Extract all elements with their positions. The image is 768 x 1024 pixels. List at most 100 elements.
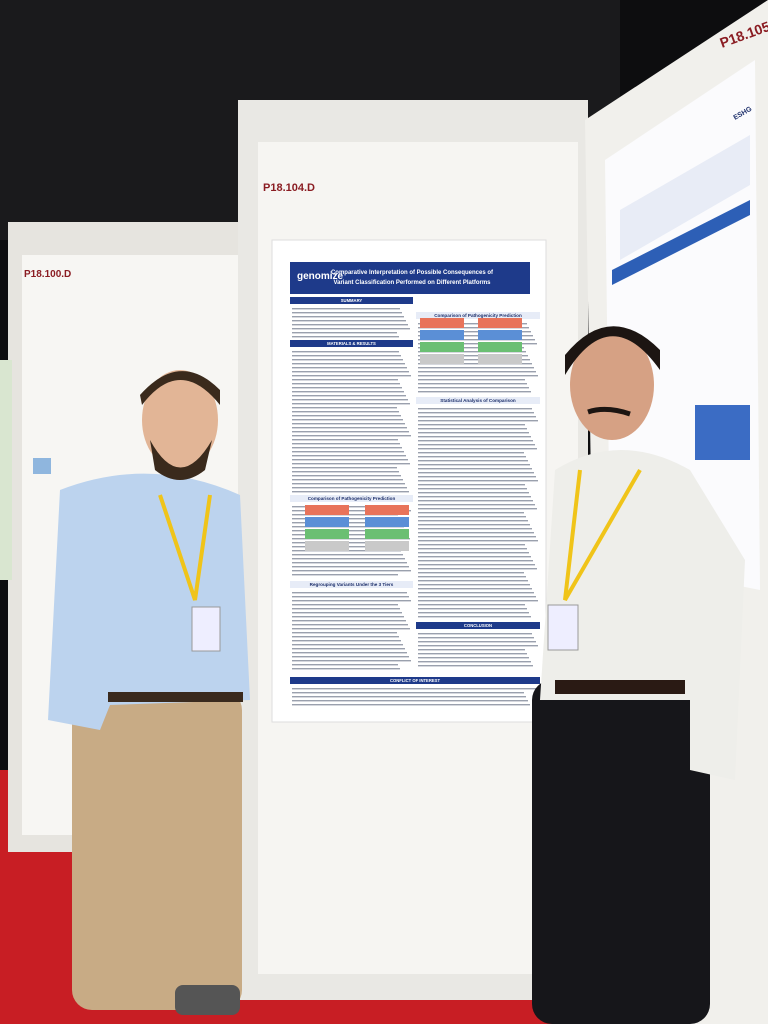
text-line [418,584,530,586]
text-line [418,528,532,530]
poster-title: Variant Classification Performed on Diff… [333,280,491,286]
text-line [418,612,529,614]
text-line [292,700,528,702]
text-line [292,620,406,622]
text-line [292,328,410,330]
person-left-pants [72,690,242,1010]
text-line [418,412,534,414]
text-line [292,320,406,322]
section-header: Regrouping Variants Under the 3 Tiers [310,582,394,587]
text-line [418,387,529,389]
section-header-bar [290,340,413,347]
text-line [418,383,527,385]
text-line [418,500,533,502]
text-line [418,420,538,422]
poster-title-bar [290,262,530,294]
figure-block [305,529,349,539]
text-line [418,532,534,534]
text-line [418,432,529,434]
lanyard [158,494,212,601]
text-line [292,351,399,353]
text-line [418,448,537,450]
text-line [292,375,411,377]
text-line [418,641,536,643]
text-line [292,640,401,642]
text-line [418,367,534,369]
booth-label: P18.104.D [263,182,315,194]
badge [547,604,579,651]
text-line [292,435,411,437]
text-line [418,351,526,353]
section-header-bar [290,297,413,304]
figure-block [420,318,464,328]
text-line [292,312,402,314]
booth-label: P18.100.D [24,269,71,280]
text-line [418,564,535,566]
text-line [418,524,530,526]
text-line [418,327,529,329]
text-line [418,464,530,466]
text-line [418,375,538,377]
figure-block [478,354,522,364]
text-line [418,359,530,361]
figure-block [478,330,522,340]
text-line [292,558,405,560]
text-line [418,544,525,546]
text-line [292,668,400,670]
text-line [418,339,535,341]
text-line [292,692,524,694]
section-header: Comparison of Pathogenicity Prediction [434,313,522,318]
text-line [292,612,402,614]
text-line [418,424,525,426]
text-line [292,355,401,357]
person-right-belt [555,680,685,694]
text-line [418,512,524,514]
poster-sections: SUMMARY MATERIALS & RESULTS Comparison of … [290,297,540,706]
section-header: MATERIALS & RESULTS [327,341,376,346]
text-line [418,440,533,442]
text-line [418,391,531,393]
text-line [418,536,536,538]
text-line [292,455,406,457]
lanyard [563,469,642,601]
section-header-bar [416,312,540,319]
text-line [418,665,533,667]
figure-block [305,505,349,515]
text-line [292,574,398,576]
person-left-shirt [48,473,250,730]
text-line [292,399,408,401]
text-line [418,580,528,582]
text-line [418,504,535,506]
text-line [292,423,405,425]
text-line [418,331,531,333]
text-line [418,596,536,598]
text-line [418,576,526,578]
section-header-bar [290,581,413,588]
section-header: CONFLICT OF INTEREST [390,678,440,683]
text-line [418,363,532,365]
section-header-bar [416,622,540,629]
text-line [418,556,531,558]
text-line [292,656,409,658]
text-line [418,408,532,410]
text-line [418,560,533,562]
text-line [418,616,531,618]
text-line [418,568,537,570]
text-line [418,488,527,490]
text-line [292,506,409,508]
text-line [418,347,524,349]
text-line [292,487,407,489]
text-line [292,648,405,650]
text-line [292,407,397,409]
figure-block [478,342,522,352]
text-line [418,588,532,590]
text-line [418,520,528,522]
side-poster [0,360,12,580]
sticker [33,458,51,474]
text-line [292,566,409,568]
text-line [418,540,538,542]
text-line [292,467,397,469]
person-left-beard [150,440,212,480]
text-line [418,480,538,482]
